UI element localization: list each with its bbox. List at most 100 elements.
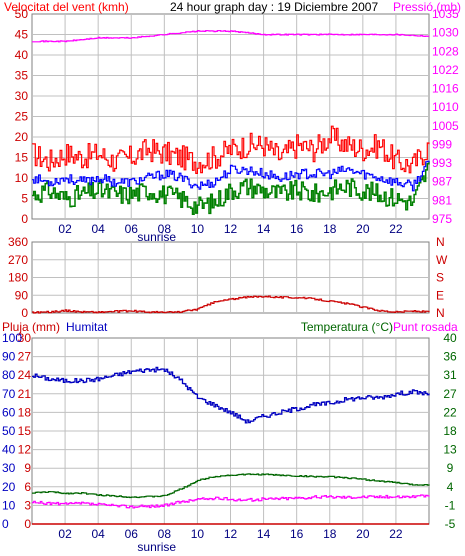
humidity-tick-label: 0 <box>2 517 9 531</box>
humidity-axis-label: Humitat <box>66 320 108 334</box>
hour-tick-label: 02 <box>58 222 72 236</box>
pressure-tick-label: 1016 <box>432 82 459 96</box>
wind-tick-label: 25 <box>15 110 29 124</box>
direction-tick-label: 90 <box>15 288 29 302</box>
temperature-line <box>32 473 430 499</box>
hour-tick-label: 20 <box>356 527 370 541</box>
sunrise-label: sunrise <box>137 540 176 554</box>
compass-tick-label: E <box>436 288 444 302</box>
temperature-tick-label: 13 <box>443 443 457 457</box>
pressure-tick-label: 1005 <box>432 119 459 133</box>
rain-tick-label: 30 <box>18 331 32 345</box>
wind-tick-label: 35 <box>15 69 29 83</box>
hour-tick-label: 08 <box>158 527 172 541</box>
hour-tick-label: 14 <box>257 527 271 541</box>
wind-tick-label: 5 <box>21 192 28 206</box>
hour-tick-label: 04 <box>91 527 105 541</box>
compass-tick-label: S <box>436 271 444 285</box>
humidity-tick-label: 40 <box>2 443 16 457</box>
humidity-tick-label: 90 <box>2 350 16 364</box>
hour-tick-label: 22 <box>389 527 403 541</box>
rain-tick-label: 0 <box>24 517 31 531</box>
rain-tick-label: 18 <box>18 405 32 419</box>
temperature-tick-label: -1 <box>445 498 456 512</box>
pressure-tick-label: 1035 <box>432 7 459 21</box>
pressure-tick-label: 1028 <box>432 44 459 58</box>
hour-tick-label: 02 <box>58 527 72 541</box>
temperature-tick-label: -5 <box>445 517 456 531</box>
wind-axis-label: Velocitat del vent (kmh) <box>4 0 129 14</box>
humidity-tick-label: 60 <box>2 405 16 419</box>
direction-line <box>32 295 430 314</box>
temperature-tick-label: 22 <box>443 405 457 419</box>
hour-tick-label: 06 <box>125 527 139 541</box>
dewpoint-line <box>32 494 430 509</box>
gust-line <box>32 125 430 174</box>
rain-tick-label: 15 <box>18 424 32 438</box>
wind-tick-label: 45 <box>15 28 29 42</box>
hour-tick-label: 20 <box>356 222 370 236</box>
temperature-tick-label: 18 <box>443 424 457 438</box>
pressure-tick-label: 987 <box>432 175 452 189</box>
temperature-tick-label: 4 <box>447 480 454 494</box>
sunrise-label: sunrise <box>137 230 176 244</box>
humidity-tick-label: 100 <box>2 331 22 345</box>
average-line <box>32 160 430 192</box>
humidity-tick-label: 50 <box>2 424 16 438</box>
dewpoint-axis-label: Punt rosada <box>393 320 458 334</box>
hour-tick-label: 12 <box>224 527 238 541</box>
temperature-tick-label: 9 <box>447 461 454 475</box>
hour-tick-label: 22 <box>389 222 403 236</box>
pressure-axis-label: Pressió (mb) <box>393 0 461 14</box>
compass-tick-label: N <box>436 306 445 320</box>
rain-axis-label: Pluja (mm) <box>2 320 60 334</box>
humidity-tick-label: 80 <box>2 368 16 382</box>
hour-tick-label: 16 <box>290 222 304 236</box>
hour-tick-label: 04 <box>91 222 105 236</box>
direction-tick-label: 180 <box>8 271 28 285</box>
lull-line <box>32 161 430 216</box>
compass-tick-label: N <box>436 235 445 249</box>
direction-tick-label: 0 <box>21 306 28 320</box>
wind-tick-label: 30 <box>15 89 29 103</box>
hour-tick-label: 12 <box>224 222 238 236</box>
rain-tick-label: 3 <box>24 498 31 512</box>
humidity-tick-label: 30 <box>2 461 16 475</box>
hour-tick-label: 18 <box>323 222 337 236</box>
humidity-tick-label: 10 <box>2 498 16 512</box>
pressure-tick-label: 1010 <box>432 100 459 114</box>
hour-tick-label: 06 <box>125 222 139 236</box>
rain-tick-label: 9 <box>24 461 31 475</box>
wind-tick-label: 10 <box>15 171 29 185</box>
rain-tick-label: 6 <box>24 480 31 494</box>
temperature-tick-label: 36 <box>443 350 457 364</box>
pressure-tick-label: 999 <box>432 137 452 151</box>
compass-tick-label: W <box>436 253 448 267</box>
pressure-tick-label: 993 <box>432 156 452 170</box>
wind-tick-label: 40 <box>15 48 29 62</box>
hour-tick-label: 14 <box>257 222 271 236</box>
humidity-line <box>32 366 430 424</box>
hour-tick-label: 16 <box>290 527 304 541</box>
wind-tick-label: 50 <box>15 7 29 21</box>
wind-tick-label: 15 <box>15 151 29 165</box>
humidity-tick-label: 20 <box>2 480 16 494</box>
pressure-tick-label: 1022 <box>432 63 459 77</box>
hour-tick-label: 18 <box>323 527 337 541</box>
pressure-line <box>32 30 430 43</box>
hour-tick-label: 10 <box>191 222 205 236</box>
rain-tick-label: 24 <box>18 368 32 382</box>
rain-tick-label: 27 <box>18 350 32 364</box>
rain-tick-label: 21 <box>18 387 32 401</box>
temperature-tick-label: 40 <box>443 331 457 345</box>
humidity-tick-label: 70 <box>2 387 16 401</box>
rain-tick-label: 12 <box>18 443 32 457</box>
pressure-tick-label: 975 <box>432 212 452 226</box>
hour-tick-label: 10 <box>191 527 205 541</box>
wind-tick-label: 20 <box>15 130 29 144</box>
chart-title: 24 hour graph day : 19 Diciembre 2007 <box>170 0 378 14</box>
wind-tick-label: 0 <box>21 212 28 226</box>
temperature-tick-label: 31 <box>443 368 457 382</box>
temperature-tick-label: 27 <box>443 387 457 401</box>
